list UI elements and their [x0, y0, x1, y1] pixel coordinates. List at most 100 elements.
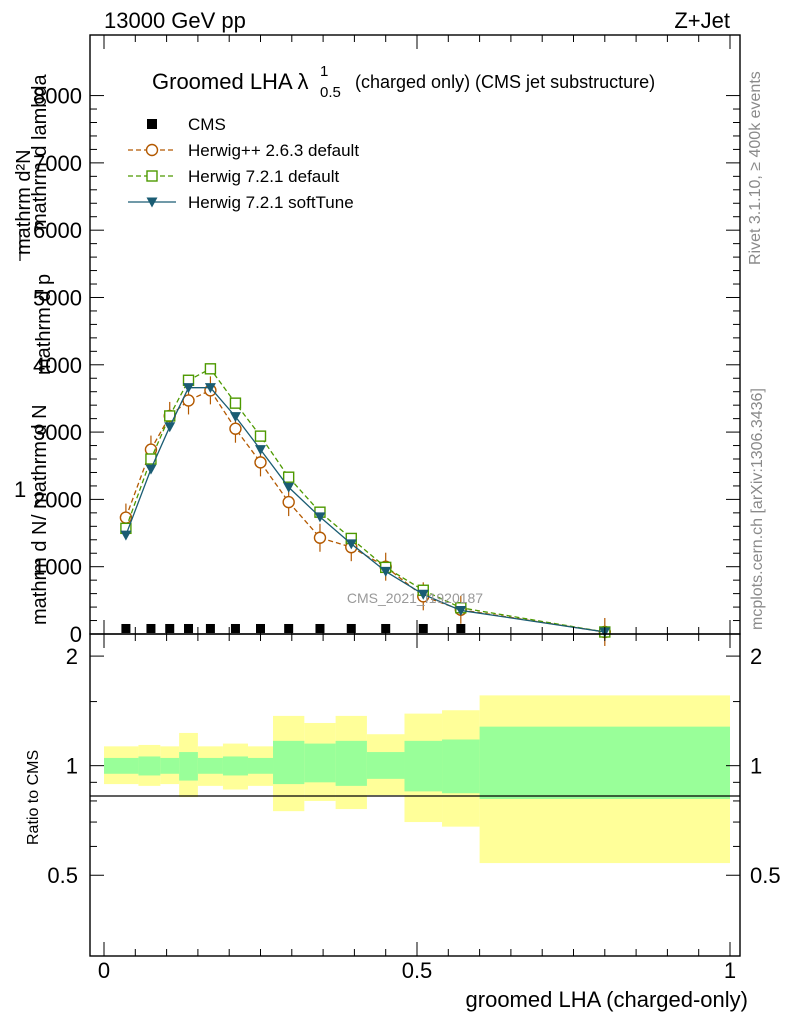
data-point-herwig7-softtune [314, 512, 326, 523]
main-ytick-label: 4000 [33, 353, 82, 378]
data-point-herwig7-softtune [283, 482, 295, 493]
ratio-band-bin [197, 757, 223, 774]
ylabel-denominator: mathrm d N [29, 521, 51, 625]
data-point-cms [418, 623, 428, 633]
data-point-herwigpp [313, 531, 327, 544]
chart-title: Groomed LHA λ 1 0.5 (charged only) (CMS … [152, 63, 655, 101]
data-point-cms [284, 623, 294, 633]
legend-marker [147, 119, 157, 129]
data-point-herwig7-softtune [255, 445, 266, 456]
data-point-herwig7-softtune [120, 530, 132, 541]
ratio-ytick-label: 2 [66, 644, 78, 669]
main-ytick-label: 1000 [33, 555, 82, 580]
main-ytick-label: 7000 [33, 151, 82, 176]
process-label: Z+Jet [674, 8, 730, 33]
data-point-herwig7-default [229, 397, 242, 409]
legend-marker [145, 143, 159, 157]
series-cms [121, 623, 466, 633]
ratio-ytick-label: 0.5 [47, 863, 78, 888]
ylabel-right-den: mathrm d p [33, 274, 55, 375]
ratio-band-bin [160, 757, 180, 774]
main-ytick-label: 3000 [33, 420, 82, 445]
ratio-band-bin [273, 740, 305, 785]
ratio-band-bin [366, 752, 405, 779]
ylabel-numerator: 1 [14, 477, 26, 502]
rivet-version-label: Rivet 3.1.10, ≥ 400k events [747, 71, 764, 265]
ratio-band-bin [222, 756, 248, 776]
legend: CMS Herwig++ 2.6.3 default Herwig 7.2.1 de… [128, 115, 359, 212]
data-point-herwig7-softtune [380, 566, 392, 577]
data-point-herwig7-default [282, 471, 295, 483]
data-point-herwig7-softtune [204, 383, 216, 394]
main-ytick-label: 0 [70, 622, 82, 647]
data-point-cms [184, 623, 194, 633]
mcplots-label: mcplots.cern.ch [arXiv:1306.3436] [749, 388, 766, 630]
xtick-label: 1 [724, 958, 736, 983]
ylabel-right-num: mathrm d²N [13, 149, 35, 255]
ratio-band-bin [442, 739, 480, 794]
main-ylabel: 1 mathrm d²N mathrm d lambda mathrm d p … [13, 74, 55, 625]
data-point-herwig7-softtune [417, 589, 429, 600]
ratio-band-bin [104, 757, 139, 774]
main-plot-panel: 0 1000 2000 3000 4000 5000 6000 7000 8000 CMS_20… [33, 34, 741, 647]
ratio-band-bin [179, 752, 198, 781]
data-point-cms [165, 623, 175, 633]
legend-item: CMS [147, 115, 226, 134]
ratio-band-bin [404, 740, 443, 792]
legend-label: Herwig++ 2.6.3 default [188, 141, 359, 160]
chart-title-sup: 1 [320, 63, 328, 80]
ratio-ytick-label-right: 0.5 [750, 863, 781, 888]
ylabel-extra: mathrm d lambda [29, 74, 51, 230]
legend-label: Herwig 7.2.1 softTune [188, 193, 354, 212]
data-point-herwig7-softtune [229, 412, 241, 423]
data-point-herwig7-default [254, 430, 267, 442]
data-point-cms [346, 623, 356, 633]
ratio-plot-panel: 0.5 0.5 1 1 2 2 0 0.5 1 [47, 633, 781, 983]
data-point-cms [121, 623, 131, 633]
legend-marker [146, 170, 158, 182]
ylabel-mid: / mathrm d N [29, 404, 51, 520]
main-ytick-label: 5000 [33, 285, 82, 310]
ratio-ytick-label: 1 [66, 754, 78, 779]
ratio-band-bin [247, 757, 274, 774]
data-point-herwig7-softtune [455, 605, 467, 616]
svg-text:Groomed LHA λ: Groomed LHA λ [152, 69, 309, 94]
main-ytick-label: 8000 [33, 84, 82, 109]
ratio-plot-frame [89, 633, 741, 957]
energy-label: 13000 GeV pp [104, 8, 246, 33]
main-ytick-label: 6000 [33, 218, 82, 243]
data-point-cms [456, 623, 466, 633]
data-point-herwig7-softtune [145, 464, 157, 475]
data-point-cms [230, 623, 240, 633]
watermark: CMS_2021_I1920187 [347, 590, 483, 606]
data-point-herwig7-default [204, 363, 217, 375]
main-ytick-label: 2000 [33, 487, 82, 512]
legend-label: CMS [188, 115, 226, 134]
ratio-band-bin [335, 740, 367, 786]
legend-label: Herwig 7.2.1 default [188, 167, 339, 186]
ratio-band-bin [304, 743, 336, 783]
chart-title-sub: 0.5 [320, 84, 341, 101]
data-point-cms [205, 623, 215, 633]
series-herwig-7-2-1-softtune [120, 383, 611, 638]
series-line [125, 387, 605, 633]
legend-item: Herwig 7.2.1 default [128, 167, 339, 186]
chart-title-main: Groomed LHA λ [152, 69, 309, 94]
legend-marker [146, 197, 158, 208]
ratio-band-stat [104, 726, 730, 799]
data-point-cms [146, 623, 156, 633]
ratio-ytick-label-right: 1 [750, 754, 762, 779]
data-point-herwigpp [282, 495, 295, 509]
xtick-label: 0.5 [402, 958, 433, 983]
chart-title-rest: (charged only) (CMS jet substructure) [355, 72, 655, 92]
ratio-band-bin [479, 726, 730, 799]
xtick-label: 0 [98, 958, 110, 983]
data-point-herwig7-softtune [164, 422, 176, 433]
ratio-ytick-label-right: 2 [750, 644, 762, 669]
data-point-herwig7-softtune [183, 383, 195, 394]
legend-item: Herwig++ 2.6.3 default [128, 141, 359, 160]
series-line [125, 367, 605, 633]
x-axis-label: groomed LHA (charged-only) [466, 987, 748, 1012]
data-point-herwigpp [254, 456, 267, 469]
